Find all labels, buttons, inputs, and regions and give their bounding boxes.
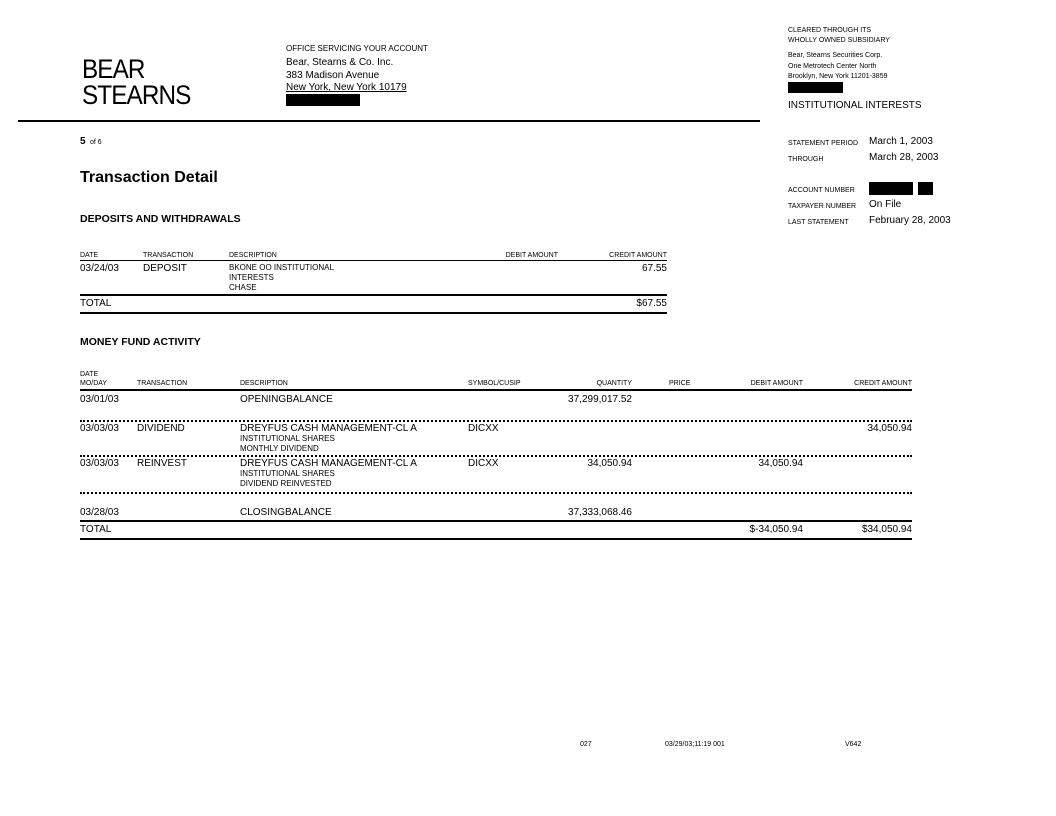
total-credit: $67.55 <box>636 298 667 309</box>
total-rule <box>80 538 912 540</box>
period-value: March 1, 2003 <box>869 136 933 147</box>
page-indicator: 5 of 6 <box>80 132 102 148</box>
col-date: DATE <box>80 371 99 378</box>
row-description-line: INTERESTS <box>229 273 274 282</box>
row-transaction: REINVEST <box>137 458 188 469</box>
row-divider <box>80 420 912 422</box>
redacted-account <box>918 182 933 195</box>
account-label: ACCOUNT NUMBER <box>788 187 855 194</box>
page-title: Transaction Detail <box>80 169 218 186</box>
row-date: 03/24/03 <box>80 263 119 274</box>
row-date: 03/03/03 <box>80 458 119 469</box>
redacted-block <box>286 94 360 106</box>
total-rule <box>80 294 667 296</box>
row-description-line: DREYFUS CASH MANAGEMENT-CL A <box>240 458 417 469</box>
office-name: Bear, Stearns & Co. Inc. <box>286 57 394 68</box>
row-date: 03/28/03 <box>80 507 119 518</box>
row-description-line: INSTITUTIONAL SHARES <box>240 469 335 478</box>
row-description: OPENINGBALANCE <box>240 394 333 405</box>
row-description-line: DREYFUS CASH MANAGEMENT-CL A <box>240 423 417 434</box>
taxpayer-value: On File <box>869 199 902 210</box>
col-price: PRICE <box>669 380 691 387</box>
through-value: March 28, 2003 <box>869 152 939 163</box>
clearing-name: Bear, Stearns Securities Corp. <box>788 52 883 59</box>
col-description: DESCRIPTION <box>229 252 277 259</box>
period-label: STATEMENT PERIOD <box>788 140 859 147</box>
redacted-account <box>869 182 913 195</box>
logo-line1: BEAR <box>82 54 145 84</box>
col-transaction: TRANSACTION <box>143 252 194 259</box>
row-credit: 67.55 <box>641 263 667 274</box>
footer-code: 027 <box>580 741 592 748</box>
total-label: TOTAL <box>80 298 112 309</box>
page-total: of 6 <box>90 139 102 146</box>
col-debit: DEBIT AMOUNT <box>750 380 803 387</box>
row-description-line: INSTITUTIONAL SHARES <box>240 434 335 443</box>
row-quantity: 34,050.94 <box>587 458 633 469</box>
row-quantity: 37,299,017.52 <box>568 394 632 405</box>
last-statement-label: LAST STATEMENT <box>788 219 849 226</box>
row-transaction: DIVIDEND <box>137 423 185 434</box>
through-label: THROUGH <box>788 156 824 163</box>
clearing-line2: WHOLLY OWNED SUBSIDIARY <box>788 37 890 44</box>
office-street: 383 Madison Avenue <box>286 70 380 81</box>
header-rule <box>80 389 912 391</box>
col-credit: CREDIT AMOUNT <box>609 252 667 259</box>
total-label: TOTAL <box>80 524 112 535</box>
col-debit: DEBIT AMOUNT <box>505 252 558 259</box>
col-credit: CREDIT AMOUNT <box>854 380 912 387</box>
deposits-heading: DEPOSITS AND WITHDRAWALS <box>80 213 241 225</box>
row-divider <box>80 492 912 494</box>
row-description-line: MONTHLY DIVIDEND <box>240 444 319 453</box>
row-transaction: DEPOSIT <box>143 263 187 274</box>
footer-version: V642 <box>845 741 862 748</box>
row-credit: 34,050.94 <box>867 423 913 434</box>
office-heading: OFFICE SERVICING YOUR ACCOUNT <box>286 44 428 53</box>
total-credit: $34,050.94 <box>861 524 912 535</box>
col-description: DESCRIPTION <box>240 380 288 387</box>
total-rule <box>80 312 667 314</box>
redacted-block <box>788 82 843 93</box>
money-fund-heading: MONEY FUND ACTIVITY <box>80 336 201 348</box>
total-debit: $-34,050.94 <box>749 524 803 535</box>
row-quantity: 37,333,068.46 <box>568 507 632 518</box>
col-transaction: TRANSACTION <box>137 380 188 387</box>
row-description-line: DIVIDEND REINVESTED <box>240 479 332 488</box>
row-description: CLOSINGBALANCE <box>240 507 332 518</box>
col-date: DATE <box>80 252 99 259</box>
row-description-line: CHASE <box>229 283 257 292</box>
col-date-moday: MO/DAY <box>80 380 108 387</box>
page-current: 5 <box>80 136 86 147</box>
header-rule <box>80 260 667 261</box>
row-symbol: DICXX <box>468 458 499 469</box>
clearing-line1: CLEARED THROUGH ITS <box>788 27 872 34</box>
clearing-street: One Metrotech Center North <box>788 63 877 70</box>
row-divider <box>80 455 912 457</box>
row-description-line: BKONE OO INSTITUTIONAL <box>229 263 334 272</box>
account-name: INSTITUTIONAL INTERESTS <box>788 100 922 111</box>
office-city: New York, New York 10179 <box>286 82 407 93</box>
footer-timestamp: 03/29/03;11:19 001 <box>665 741 725 748</box>
header-rule <box>18 120 760 122</box>
row-date: 03/01/03 <box>80 394 119 405</box>
logo-line2: STEARNS <box>82 80 191 110</box>
col-quantity: QUANTITY <box>596 380 632 387</box>
row-symbol: DICXX <box>468 423 499 434</box>
clearing-city: Brooklyn, New York 11201-3859 <box>788 73 888 80</box>
last-statement-value: February 28, 2003 <box>869 215 951 226</box>
row-date: 03/03/03 <box>80 423 119 434</box>
bear-stearns-logo: BEAR STEARNS <box>82 54 191 110</box>
col-symbol: SYMBOL/CUSIP <box>468 380 521 387</box>
total-rule <box>80 520 912 522</box>
taxpayer-label: TAXPAYER NUMBER <box>788 203 857 210</box>
row-debit: 34,050.94 <box>758 458 804 469</box>
